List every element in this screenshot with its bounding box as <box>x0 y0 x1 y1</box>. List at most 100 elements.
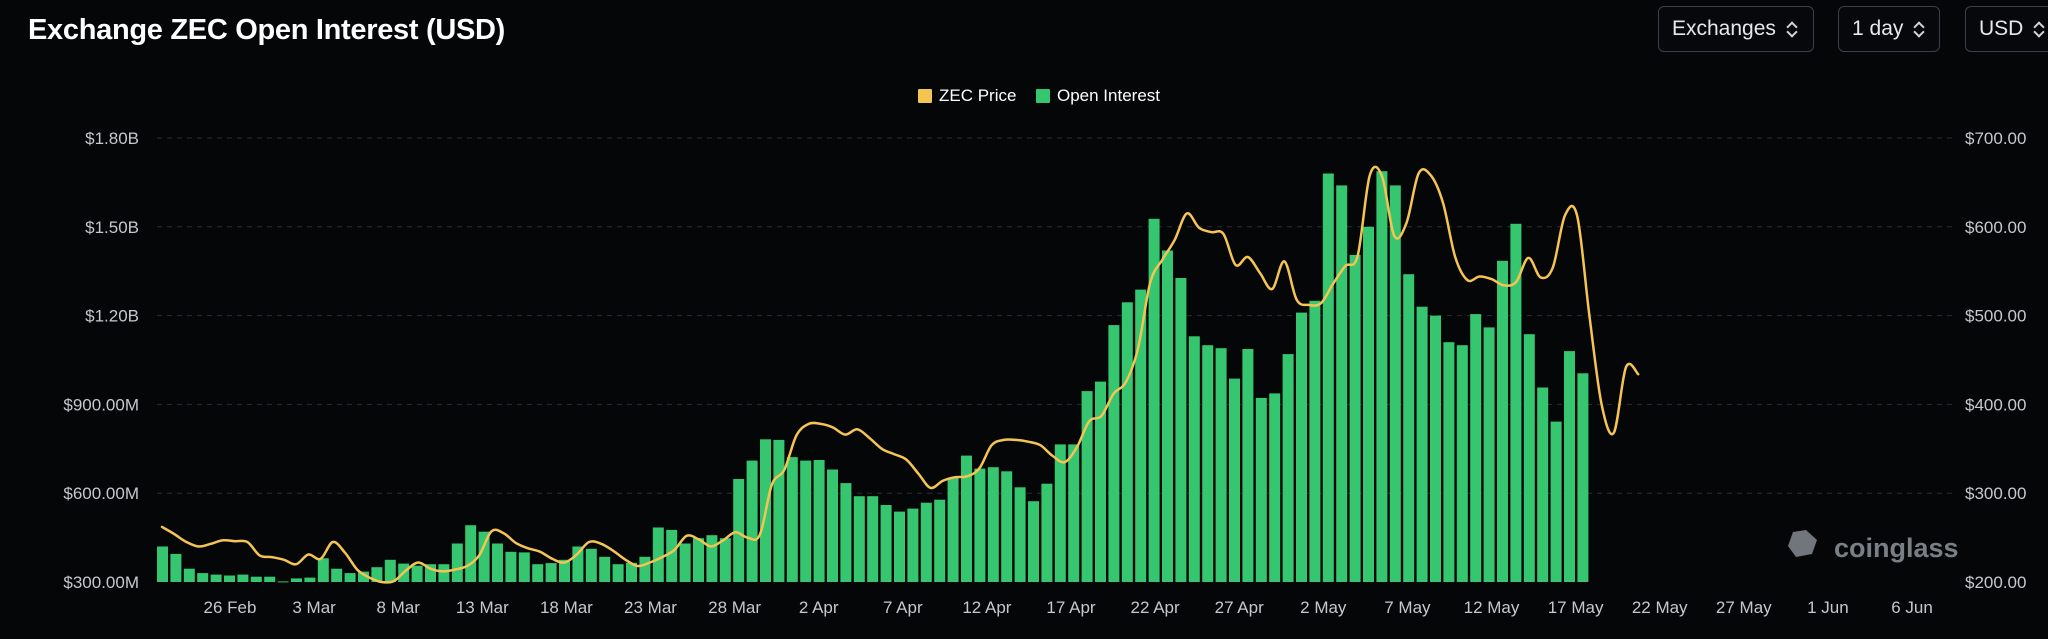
x-tick-label: 12 May <box>1464 598 1520 617</box>
x-tick-label: 1 Jun <box>1807 598 1849 617</box>
open-interest-bar <box>920 502 932 582</box>
y-left-tick-label: $1.20B <box>85 307 139 326</box>
y-right-tick-label: $600.00 <box>1965 218 2026 237</box>
open-interest-bar <box>934 499 946 582</box>
x-tick-label: 7 May <box>1384 598 1431 617</box>
open-interest-bar <box>679 543 691 582</box>
x-tick-label: 27 May <box>1716 598 1772 617</box>
open-interest-bar <box>1081 391 1093 582</box>
currency-select[interactable]: USD <box>1965 6 2048 52</box>
open-interest-bar <box>1001 471 1013 582</box>
open-interest-bar <box>572 546 584 582</box>
open-interest-bar <box>1363 226 1374 583</box>
open-interest-bar <box>210 574 222 582</box>
legend-label: Open Interest <box>1057 86 1160 105</box>
open-interest-bar <box>786 457 798 582</box>
open-interest-bar <box>1148 218 1160 583</box>
zec-price-line <box>160 165 1640 584</box>
y-right-tick-label: $400.00 <box>1965 395 2026 414</box>
y-right-tick-label: $700.00 <box>1965 129 2026 148</box>
legend-swatch <box>1036 89 1050 103</box>
open-interest-bar <box>800 460 812 582</box>
x-tick-label: 2 Apr <box>799 598 839 617</box>
x-tick-label: 6 Jun <box>1891 598 1933 617</box>
open-interest-bar <box>1095 381 1106 582</box>
open-interest-bar <box>1416 306 1428 582</box>
open-interest-bar <box>947 477 959 582</box>
open-interest-bar <box>157 546 168 582</box>
x-tick-label: 7 Apr <box>883 598 923 617</box>
open-interest-bar <box>1296 312 1307 582</box>
open-interest-bar <box>559 559 570 582</box>
open-interest-bar <box>1389 185 1401 582</box>
open-interest-bar <box>250 576 262 582</box>
open-interest-bar <box>492 543 503 582</box>
open-interest-bar <box>465 525 477 582</box>
open-interest-bar <box>1162 250 1173 582</box>
open-interest-bar <box>1430 315 1441 582</box>
open-interest-bar <box>1376 171 1388 582</box>
x-tick-label: 28 Mar <box>708 598 761 617</box>
open-interest-bar <box>880 505 892 582</box>
open-interest-bar <box>384 559 396 582</box>
page-title: Exchange ZEC Open Interest (USD) <box>28 14 506 46</box>
open-interest-bar <box>1175 278 1187 582</box>
open-interest-bar <box>666 529 678 582</box>
watermark-label: coinglass <box>1834 533 1959 563</box>
x-tick-label: 13 Mar <box>456 598 509 617</box>
open-interest-bar <box>331 568 343 582</box>
open-interest-bar <box>1121 302 1133 582</box>
open-interest-bar <box>813 460 825 582</box>
open-interest-bar <box>1564 351 1575 582</box>
open-interest-bar <box>291 578 302 582</box>
x-tick-label: 17 May <box>1548 598 1604 617</box>
open-interest-bar <box>974 468 986 582</box>
open-interest-bar <box>1550 421 1562 582</box>
open-interest-bar <box>1135 289 1147 582</box>
x-tick-label: 12 Apr <box>962 598 1011 617</box>
exchanges-select-label: Exchanges <box>1672 17 1776 40</box>
open-interest-bar <box>1188 336 1200 582</box>
open-interest-bar <box>1523 334 1535 582</box>
open-interest-bar <box>505 551 517 582</box>
open-interest-bar <box>183 568 195 582</box>
open-interest-bar <box>1322 173 1334 582</box>
y-right-tick-label: $300.00 <box>1965 484 2026 503</box>
open-interest-bar <box>518 552 530 582</box>
open-interest-bar <box>652 527 664 582</box>
open-interest-bar <box>1108 325 1120 582</box>
currency-select-label: USD <box>1979 17 2024 40</box>
x-tick-label: 17 Apr <box>1046 598 1095 617</box>
open-interest-bar <box>612 564 624 582</box>
x-tick-label: 2 May <box>1300 598 1347 617</box>
exchanges-select[interactable]: Exchanges <box>1658 6 1814 52</box>
interval-select-label: 1 day <box>1852 17 1904 40</box>
coinglass-logo-icon <box>1788 530 1817 557</box>
y-left-tick-label: $300.00M <box>63 573 139 592</box>
open-interest-bar <box>264 576 276 582</box>
open-interest-bar <box>411 565 423 582</box>
open-interest-bar <box>1497 260 1508 582</box>
open-interest-bar <box>304 577 316 582</box>
open-interest-bar <box>1068 444 1080 582</box>
x-tick-label: 18 Mar <box>540 598 593 617</box>
open-interest-bar <box>599 556 611 582</box>
open-interest-bar <box>425 564 436 582</box>
open-interest-bar <box>1255 397 1267 582</box>
open-interest-bar <box>1470 314 1482 582</box>
interval-select[interactable]: 1 day <box>1838 6 1940 52</box>
legend-swatch <box>918 89 932 103</box>
x-tick-label: 23 Mar <box>624 598 677 617</box>
open-interest-bar <box>1054 444 1066 582</box>
open-interest-bar <box>1202 345 1214 582</box>
x-tick-label: 22 Apr <box>1131 598 1180 617</box>
x-tick-label: 3 Mar <box>292 598 336 617</box>
y-left-tick-label: $1.50B <box>85 218 139 237</box>
open-interest-bar <box>170 553 182 582</box>
open-interest-bar <box>773 439 785 582</box>
open-interest-bar <box>277 581 289 583</box>
open-interest-bar <box>626 562 637 582</box>
x-tick-label: 22 May <box>1632 598 1688 617</box>
